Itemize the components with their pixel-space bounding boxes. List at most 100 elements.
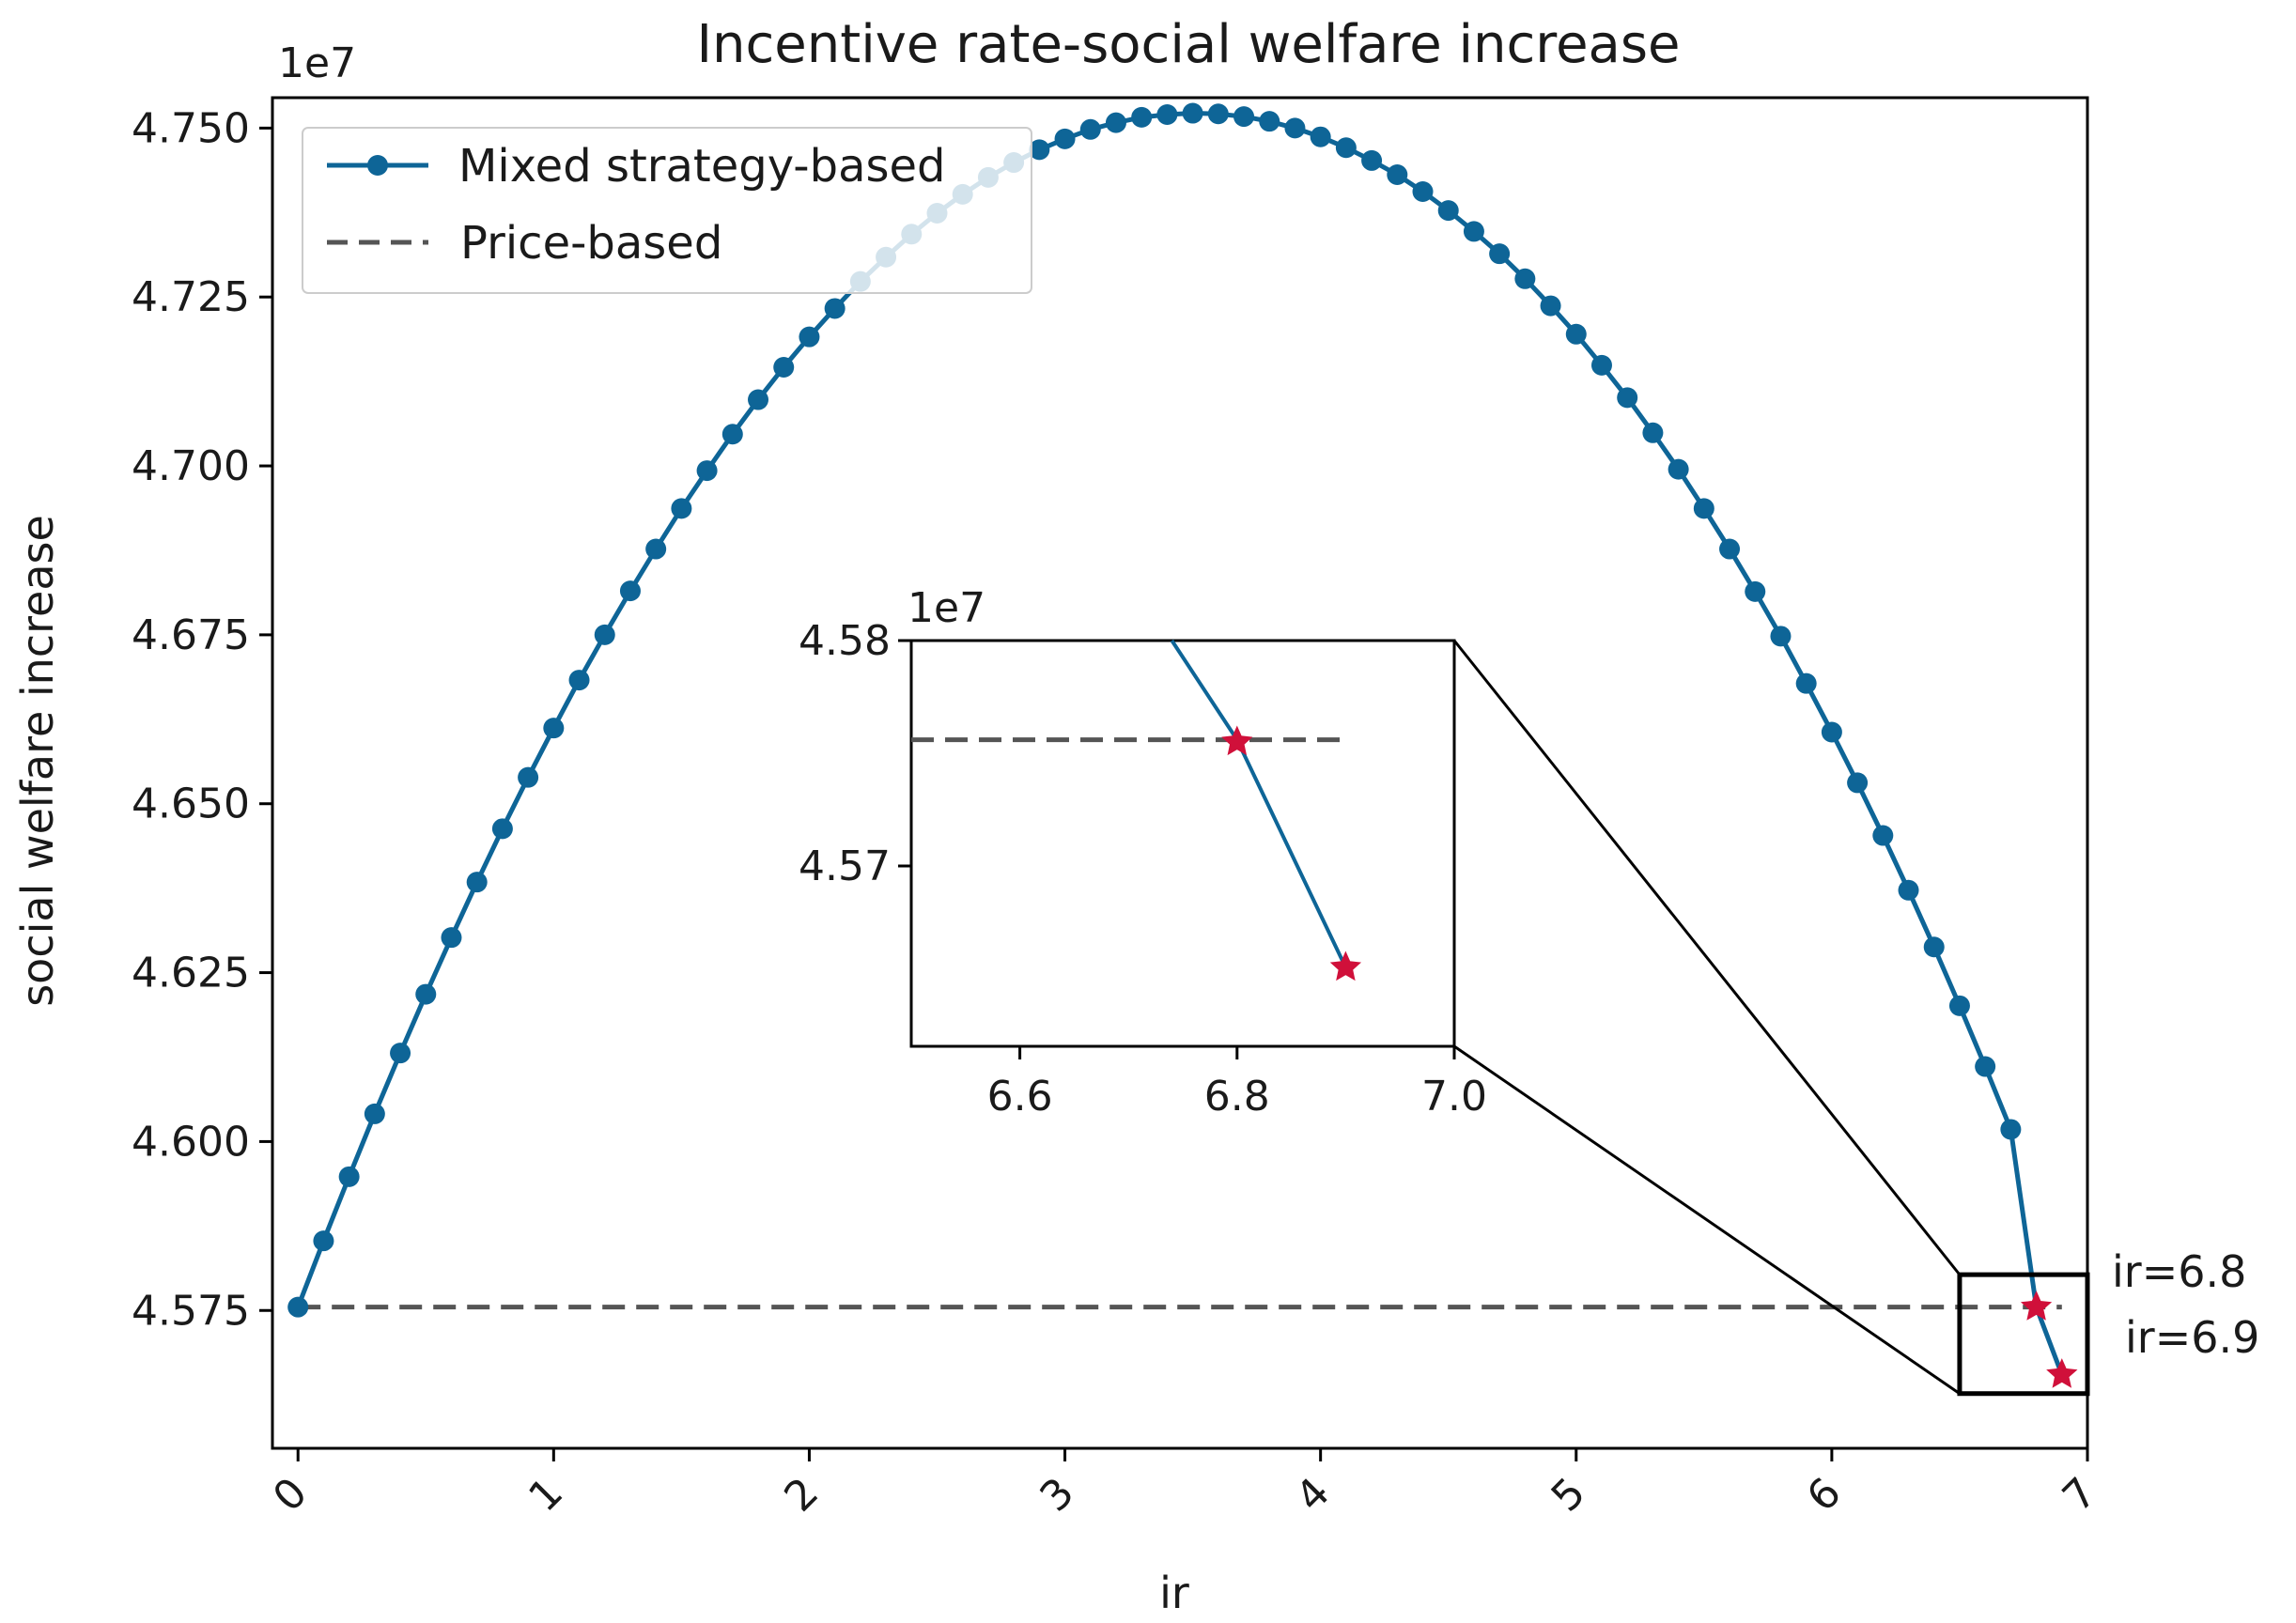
x-tick-label: 4	[1287, 1469, 1340, 1522]
legend-label-price: Price-based	[460, 217, 722, 270]
x-tick-label: 1	[520, 1469, 572, 1522]
series-point-mixed	[1489, 243, 1511, 265]
series-point-mixed	[1259, 111, 1280, 132]
series-point-mixed	[1310, 126, 1331, 147]
inset-ticks: 4.57 4.58 6.6 6.8 7.0	[799, 617, 1487, 1121]
series-point-mixed	[1565, 323, 1587, 345]
series-point-mixed	[466, 872, 488, 893]
highlight-points: ir=6.8 ir=6.9	[2020, 1246, 2259, 1388]
series-point-mixed	[1795, 672, 1817, 694]
y-tick-label: 4.650	[132, 781, 250, 828]
x-tick-label: 7	[2054, 1469, 2106, 1522]
series-markers	[287, 102, 2022, 1318]
series-point-mixed	[1054, 128, 1076, 149]
y-tick-label: 4.750	[132, 104, 250, 152]
series-point-mixed	[1284, 117, 1306, 139]
highlight-star	[2046, 1358, 2078, 1388]
series-point-mixed	[1387, 164, 1408, 186]
zoom-connector-bottom	[1453, 1044, 1961, 1395]
series-point-mixed	[1156, 103, 1178, 125]
zoom-indicator	[1452, 640, 2090, 1397]
series-point-mixed	[1642, 422, 1664, 443]
inset-frame	[909, 639, 1456, 1048]
x-tick-label: 3	[1031, 1469, 1083, 1522]
series-point-mixed	[1412, 180, 1434, 202]
series-point-mixed	[491, 818, 513, 840]
inset-offset-label: 1e7	[908, 584, 985, 632]
zoom-connector-top	[1452, 640, 1962, 1276]
series-point-mixed	[1693, 498, 1714, 519]
series-point-mixed	[1923, 936, 1945, 958]
series-point-mixed	[441, 927, 462, 949]
series-point-mixed	[2000, 1119, 2022, 1140]
y-tick-label: 4.575	[132, 1287, 250, 1335]
series-point-mixed	[1948, 995, 1970, 1016]
series-point-mixed	[364, 1103, 385, 1124]
series-point-mixed	[1770, 626, 1792, 647]
y-axis-label: social welfare increase	[12, 515, 63, 1007]
highlight-star	[2020, 1291, 2053, 1321]
series-point-mixed	[1617, 387, 1638, 409]
highlight-label: ir=6.8	[2112, 1246, 2246, 1297]
series-point-mixed	[1898, 879, 1919, 901]
series-point-mixed	[799, 326, 820, 348]
series-point-mixed	[338, 1166, 360, 1187]
series-point-mixed	[1719, 538, 1741, 560]
series-point-mixed	[287, 1296, 309, 1318]
series-point-mixed	[390, 1043, 411, 1064]
y-tick-label: 4.725	[132, 273, 250, 321]
inset-x-tick-label: 6.6	[987, 1073, 1053, 1121]
series-point-mixed	[313, 1230, 334, 1252]
y-tick-label: 4.600	[132, 1118, 250, 1166]
series-point-mixed	[1079, 118, 1101, 140]
series-point-mixed	[645, 538, 667, 560]
y-tick-label: 4.700	[132, 442, 250, 490]
inset-x-tick-label: 7.0	[1421, 1073, 1487, 1121]
inset-y-tick-label: 4.58	[799, 617, 891, 665]
series-point-mixed	[1872, 825, 1894, 846]
series-point-mixed	[1207, 103, 1229, 125]
series-point-mixed	[619, 580, 641, 602]
series-point-mixed	[824, 298, 845, 319]
series-point-mixed	[1437, 200, 1459, 222]
series-point-mixed	[1847, 772, 1869, 794]
inset-plot: 4.57 4.58 6.6 6.8 7.0 1e7	[799, 584, 1487, 1121]
y-offset-label: 1e7	[278, 39, 356, 87]
series-point-mixed	[594, 624, 615, 645]
highlight-label: ir=6.9	[2125, 1312, 2259, 1363]
zoom-box	[1957, 1272, 2090, 1397]
plot-frame	[271, 96, 2089, 1450]
x-tick-label: 6	[1798, 1469, 1851, 1522]
legend-marker-mixed	[367, 155, 388, 176]
inset-points	[1221, 725, 1362, 982]
series-line-mixed	[295, 111, 2065, 1376]
series-point-mixed	[568, 670, 590, 691]
series-point-mixed	[1233, 106, 1255, 128]
series-point-mixed	[1361, 149, 1383, 171]
series-point-mixed	[1514, 268, 1536, 289]
series-point-mixed	[671, 498, 692, 519]
y-tick-label: 4.675	[132, 611, 250, 659]
legend: Mixed strategy-based Price-based	[302, 127, 1032, 294]
series-point-mixed	[1463, 221, 1484, 242]
chart-title: Incentive rate-social welfare increase	[697, 14, 1681, 75]
series-point-mixed	[1745, 580, 1766, 602]
y-tick-label: 4.625	[132, 950, 250, 997]
series-point-mixed	[1105, 112, 1126, 133]
series-point-mixed	[518, 766, 539, 788]
x-tick-label: 2	[775, 1469, 828, 1522]
y-axis-ticks: 4.575 4.600 4.625 4.650 4.675 4.700 4.725 4.750	[132, 104, 272, 1335]
series-point-mixed	[543, 718, 565, 739]
series-point-mixed	[1821, 721, 1842, 743]
main-plot-area: 4.5754.6004.6254.6504.6754.7004.7254.750…	[132, 96, 2259, 1522]
x-axis-ticks: 0 1 2 3 4 5 6 7	[264, 1448, 2106, 1522]
series-point-mixed	[773, 357, 795, 379]
inset-y-tick-label: 4.57	[799, 842, 891, 890]
legend-label-mixed: Mixed strategy-based	[458, 140, 946, 193]
series-point-mixed	[748, 389, 769, 410]
x-tick-label: 5	[1543, 1469, 1595, 1522]
series-point-mixed	[1540, 295, 1561, 317]
x-tick-label: 0	[264, 1469, 317, 1522]
series-point-mixed	[1131, 106, 1153, 128]
